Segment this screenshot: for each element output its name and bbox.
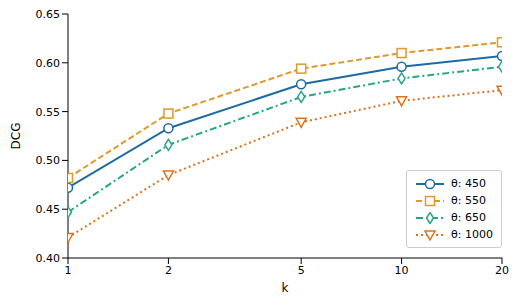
html-text:θ: 550: θ: 550	[451, 194, 486, 207]
html-text:θ: 450: θ: 450	[451, 177, 486, 190]
svg-text:0.50: 0.50	[36, 154, 61, 167]
svg-text:0.65: 0.65	[36, 8, 61, 21]
svg-text:10: 10	[395, 264, 409, 277]
svg-text:0.45: 0.45	[36, 203, 61, 216]
svg-text:0.55: 0.55	[36, 106, 61, 119]
svg-text:5: 5	[298, 264, 305, 277]
svg-text:k: k	[282, 281, 289, 295]
svg-text:DCG: DCG	[9, 123, 23, 150]
svg-text:20: 20	[495, 264, 509, 277]
html-text:θ: 1000: θ: 1000	[451, 228, 493, 241]
svg-text:0.60: 0.60	[36, 57, 61, 70]
svg-text:2: 2	[165, 264, 172, 277]
svg-text:1: 1	[65, 264, 72, 277]
svg-text:0.40: 0.40	[36, 252, 61, 265]
html-text:θ: 650: θ: 650	[451, 211, 486, 224]
